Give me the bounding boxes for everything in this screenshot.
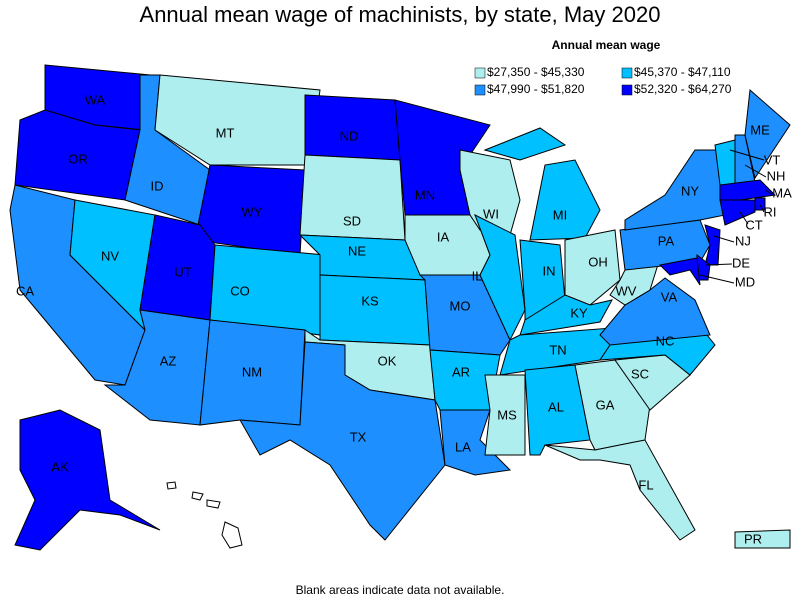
state-label: WI — [483, 206, 499, 221]
map-title: Annual mean wage of machinists, by state… — [140, 2, 661, 27]
state-label: MS — [497, 407, 517, 422]
state-label: GA — [596, 397, 615, 412]
state-label: CA — [16, 283, 34, 298]
hawaii-island — [166, 481, 177, 490]
state-label: NJ — [735, 233, 751, 248]
legend-swatch — [474, 67, 486, 79]
state-label: NC — [656, 333, 675, 348]
state-label: AL — [548, 399, 564, 414]
state-label: VA — [661, 289, 678, 304]
legend-swatch — [621, 84, 633, 96]
state-label: ME — [750, 122, 770, 137]
state-label: KS — [361, 293, 379, 308]
leader-line — [764, 189, 773, 195]
state-label: CO — [230, 283, 250, 298]
legend-title: Annual mean wage — [552, 38, 661, 52]
state-label: WA — [85, 92, 106, 107]
state-shape — [239, 341, 446, 541]
state-label: ND — [340, 128, 359, 143]
state-label: IN — [543, 263, 556, 278]
state-label: WV — [616, 283, 637, 298]
state-label: ID — [151, 178, 164, 193]
state-shape — [154, 74, 321, 166]
state-shape — [544, 439, 696, 541]
state-label: FL — [638, 477, 653, 492]
state-label: OH — [588, 254, 608, 269]
state-label: NH — [767, 168, 786, 183]
state-label: WY — [242, 204, 263, 219]
legend-label: $47,990 - $51,820 — [487, 82, 585, 96]
state-label: IA — [437, 229, 450, 244]
leader-line — [759, 204, 765, 213]
state-label: DE — [732, 255, 750, 270]
state-label: TX — [350, 429, 367, 444]
state-label: OR — [68, 151, 88, 166]
leader-line — [713, 235, 735, 243]
hawaii — [166, 481, 243, 549]
state-shape — [624, 149, 726, 231]
state-label: KY — [570, 305, 588, 320]
state-label: AK — [51, 459, 69, 474]
state-label: TN — [549, 342, 566, 357]
state-label: LA — [455, 439, 471, 454]
leader-lines — [699, 149, 773, 284]
state-label: PR — [744, 531, 762, 546]
state-label: MD — [735, 274, 755, 289]
legend-label: $27,350 - $45,330 — [487, 65, 585, 79]
state-shape — [14, 409, 161, 551]
state-label: OK — [378, 353, 397, 368]
state-shape — [719, 199, 756, 226]
state-label: SD — [343, 213, 361, 228]
hawaii-island — [191, 491, 204, 501]
state-label: NM — [242, 364, 262, 379]
legend: $27,350 - $45,330 $45,370 - $47,110 $47,99… — [474, 65, 732, 96]
state-label: NE — [348, 243, 366, 258]
state-label: AR — [452, 364, 470, 379]
legend-label: $52,320 - $64,270 — [634, 82, 732, 96]
state-label: SC — [631, 366, 649, 381]
state-label: NY — [681, 183, 699, 198]
state-label: MI — [553, 207, 567, 222]
state-label: MA — [772, 185, 792, 200]
state-shape — [734, 529, 791, 549]
state-label: PA — [658, 233, 675, 248]
state-label: UT — [174, 264, 191, 279]
state-label: RI — [764, 204, 777, 219]
hawaii-island — [206, 499, 221, 509]
legend-swatch — [474, 84, 486, 96]
state-label: MN — [415, 187, 435, 202]
state-labels: WA OR CA NV ID MT WY UT AZ CO NM ND SD N… — [16, 92, 792, 546]
state-label: CT — [745, 217, 762, 232]
leader-line — [699, 274, 735, 284]
state-shape — [658, 257, 701, 286]
hawaii-island — [221, 521, 243, 549]
leader-line — [744, 164, 767, 178]
state-shape — [564, 229, 621, 306]
states — [9, 64, 791, 551]
state-shape — [483, 127, 567, 161]
leader-line — [729, 149, 765, 161]
state-label: NV — [101, 248, 119, 263]
leader-line — [739, 211, 749, 225]
state-label: IL — [472, 268, 483, 283]
state-label: MO — [450, 298, 471, 313]
leader-line — [705, 263, 733, 266]
legend-swatch — [621, 67, 633, 79]
legend-label: $45,370 - $47,110 — [634, 65, 731, 79]
state-label: AZ — [160, 353, 177, 368]
footnote: Blank areas indicate data not available. — [296, 583, 505, 597]
state-shape — [744, 88, 791, 180]
state-shape — [484, 374, 526, 456]
state-label: VT — [764, 152, 781, 167]
state-shape — [319, 274, 431, 346]
state-label: MT — [216, 125, 235, 140]
state-shape — [529, 159, 601, 241]
